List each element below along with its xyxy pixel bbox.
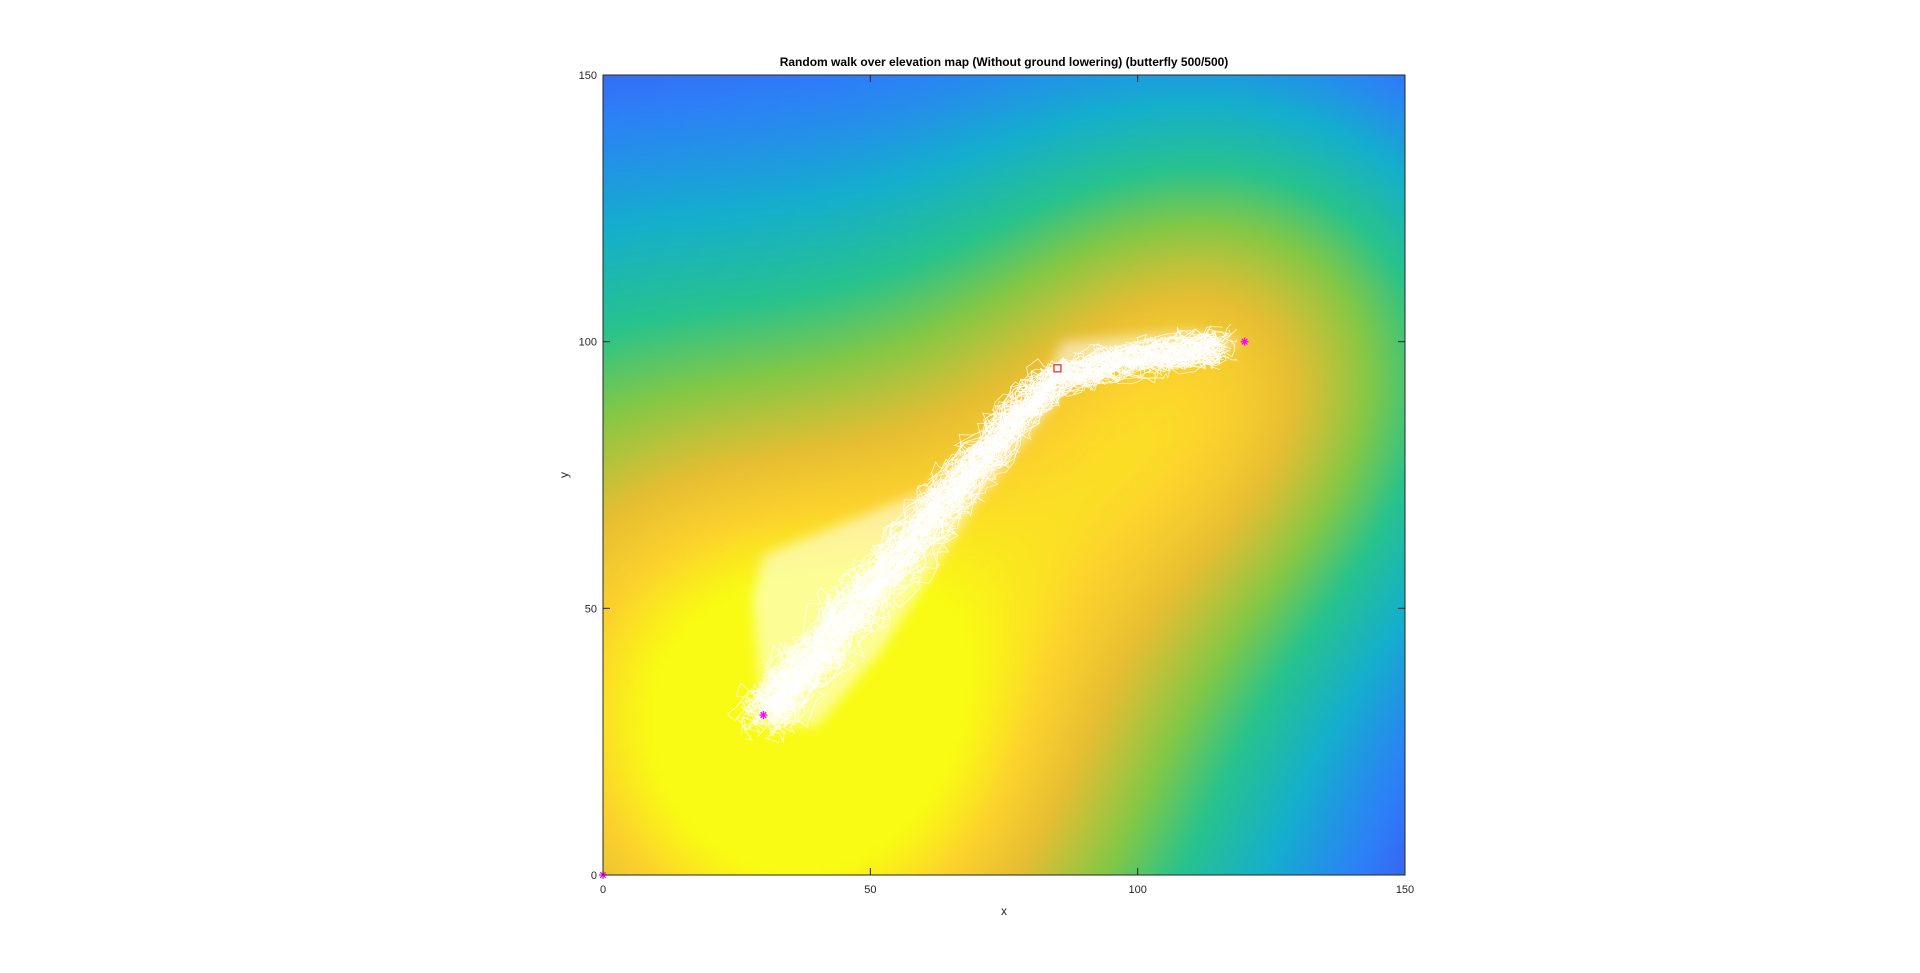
y-tick-label-3: 150	[579, 70, 597, 82]
walk-path	[756, 342, 1227, 713]
x-axis-label: x	[1001, 904, 1007, 918]
walk-path	[742, 346, 1221, 709]
marker-end	[1053, 364, 1062, 373]
chart-title: Random walk over elevation map (Without …	[780, 55, 1229, 69]
walk-path	[759, 326, 1223, 721]
walk-path	[744, 353, 1223, 713]
x-tick-label-3: 150	[1396, 884, 1414, 896]
x-tick-label-1: 50	[864, 884, 876, 896]
walk-path	[747, 334, 1231, 719]
y-axis-label: y	[557, 472, 571, 478]
elevation-heatmap	[603, 75, 1405, 875]
y-tick-label-2: 100	[579, 337, 597, 349]
y-tick-label-1: 50	[585, 603, 597, 615]
walk-markers	[599, 337, 1249, 879]
y-tick-labels: 0 50 100 150	[579, 70, 597, 882]
x-tick-labels: 0 50 100 150	[600, 884, 1414, 896]
walk-density-cloud	[752, 331, 1245, 726]
x-tick-label-2: 100	[1128, 884, 1146, 896]
walk-path	[772, 353, 1238, 719]
walk-path	[740, 340, 1229, 718]
axis-ticks	[602, 74, 1406, 876]
y-tick-label-0: 0	[591, 870, 597, 882]
walk-path	[757, 341, 1217, 718]
marker-peak-2	[1240, 337, 1249, 346]
walk-path	[755, 348, 1209, 703]
walk-path	[774, 340, 1235, 727]
axes-box	[602, 74, 1406, 876]
random-walk-paths	[727, 323, 1245, 744]
walk-path	[768, 338, 1221, 695]
marker-peak-1	[759, 711, 768, 719]
x-tick-label-0: 0	[600, 884, 606, 896]
